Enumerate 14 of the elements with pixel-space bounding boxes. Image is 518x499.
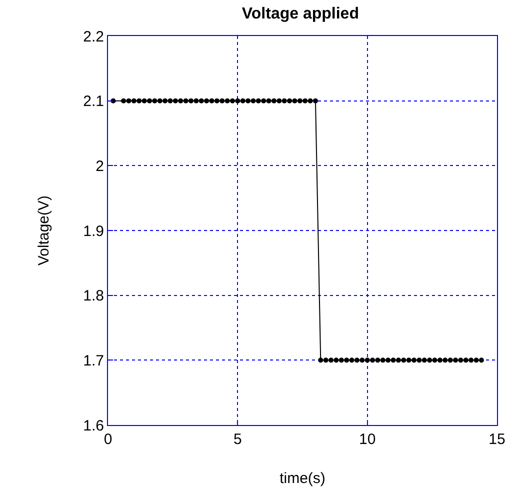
x-tick-label: 15 [488,431,506,448]
y-axis-title: Voltage(V) [35,195,52,266]
x-tick-label: 5 [234,431,242,448]
x-tick-label: 0 [104,431,112,448]
x-axis-title: time(s) [280,470,326,487]
y-tick-label: 1.7 [83,352,104,370]
y-tick-label: 1.9 [83,222,104,240]
y-tick-label: 2.2 [83,28,104,46]
y-tick-label: 1.6 [83,417,104,434]
y-tick-label: 1.8 [83,288,104,305]
y-tick-label: 2 [96,158,104,175]
y-tick-label: 2.1 [83,93,104,110]
chart-title: Voltage applied [242,6,359,23]
x-tick-label: 10 [358,431,376,448]
